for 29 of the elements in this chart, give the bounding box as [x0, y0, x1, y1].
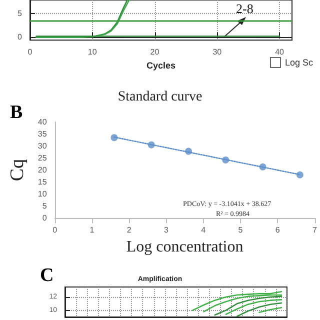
y-tick-label: 40 [38, 118, 48, 126]
x-tick-label: 30 [212, 48, 222, 57]
x-tick-label: 0 [28, 48, 33, 57]
y-tick-label: 10 [38, 190, 48, 199]
x-tick-label: 7 [312, 226, 318, 235]
x-tick-label: 2 [126, 226, 132, 235]
y-tick-label: 35 [38, 130, 48, 139]
chart-title: Standard curve [118, 90, 202, 104]
y-tick-label: 30 [38, 142, 48, 151]
x-tick-label: 40 [275, 48, 285, 57]
y-tick-label: 15 [38, 178, 48, 187]
y-tick-label: 25 [38, 154, 48, 163]
text: B [10, 102, 23, 124]
y-tick-label: 5 [42, 202, 48, 211]
x-tick-label: 10 [88, 48, 98, 57]
x-tick-label: 1 [90, 226, 95, 235]
text: C [40, 265, 54, 287]
y-tick-label: 0 [42, 214, 48, 223]
x-axis-title: Log concentration [126, 238, 244, 256]
text: Log Sc [285, 58, 314, 68]
x-tick-label: 5 [238, 226, 244, 235]
x-tick-label: 3 [164, 226, 169, 235]
annotation: 2-8 [236, 1, 254, 17]
x-axis-title: Cycles [146, 60, 176, 70]
x-tick-label: 20 [150, 48, 160, 57]
y-axis-title: Cq [7, 158, 28, 182]
x-tick-label: 4 [201, 226, 206, 235]
y-tick-label: 20 [38, 166, 48, 175]
x-tick-label: 6 [275, 226, 280, 235]
